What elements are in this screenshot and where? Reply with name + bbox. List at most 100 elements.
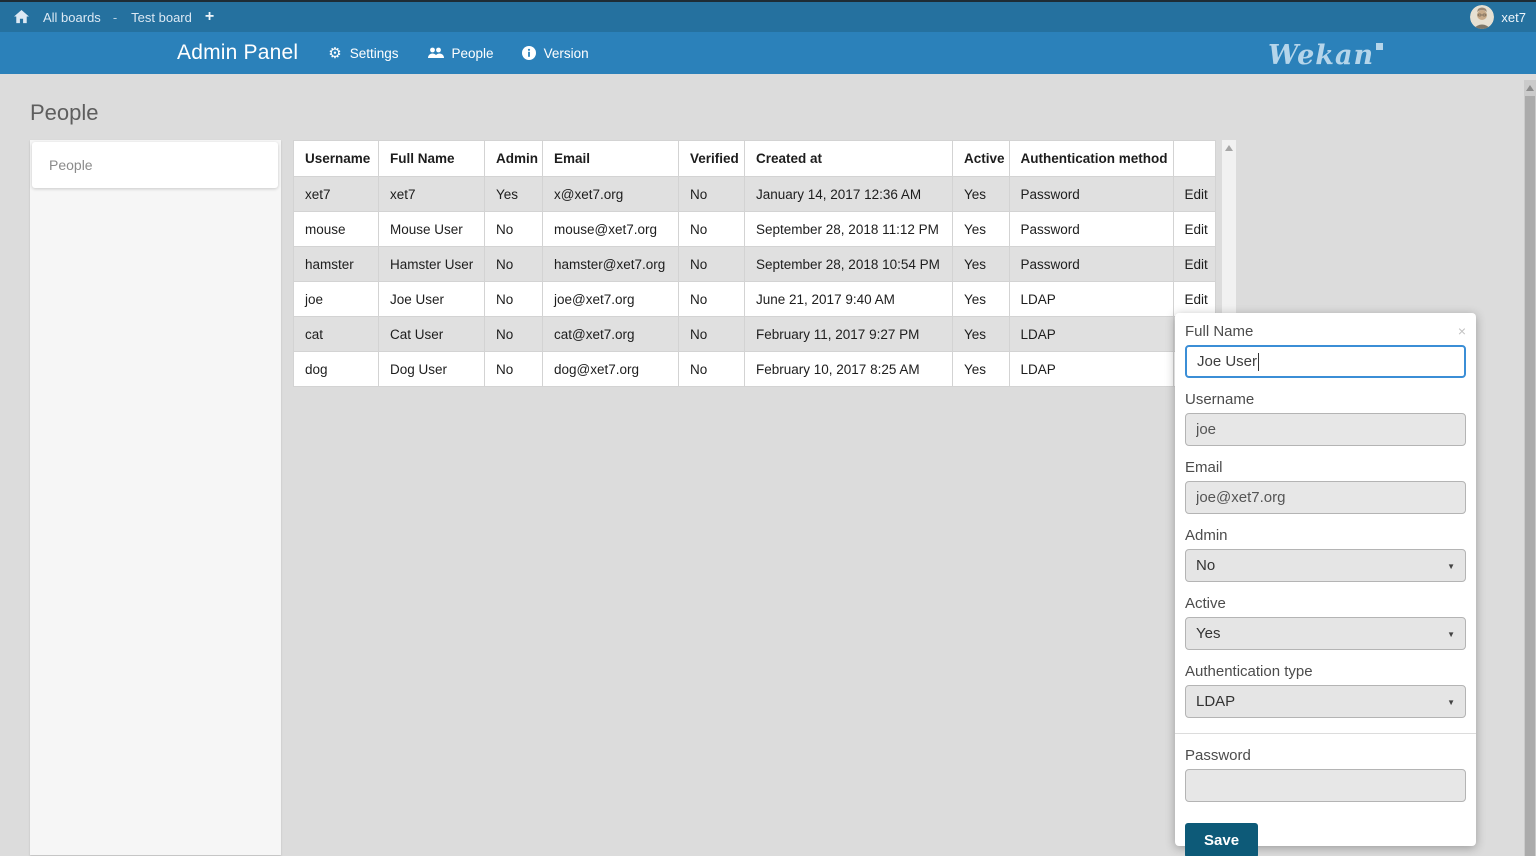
cell-auth: Password (1008, 211, 1174, 247)
column-header: Email (542, 140, 679, 177)
cell-created_at: June 21, 2017 9:40 AM (744, 281, 953, 317)
nav-settings[interactable]: ⚙ Settings (328, 43, 399, 62)
cell-verified: No (678, 281, 745, 317)
top-bar: All boards - Test board + xet7 (0, 0, 1536, 32)
people-table-wrap: Username Full Name Admin Email Verified Creat… (293, 140, 1216, 387)
table-row: dog Dog User No dog@xet7.org No February 10, … (293, 351, 1216, 387)
cell-auth: Password (1008, 176, 1174, 212)
gear-icon: ⚙ (328, 43, 342, 62)
password-field[interactable] (1185, 769, 1466, 802)
edit-user-link[interactable]: Edit (1172, 211, 1216, 247)
breadcrumb-all-boards[interactable]: All boards (43, 9, 101, 25)
admin-select[interactable]: No ▼ (1185, 549, 1466, 582)
cell-admin: No (484, 351, 543, 387)
edit-user-link[interactable]: Edit (1172, 281, 1216, 317)
edit-user-link[interactable]: Edit (1172, 246, 1216, 282)
cell-admin: No (484, 246, 543, 282)
username-label: Username (1185, 391, 1255, 408)
scroll-up-arrow-icon[interactable] (1225, 145, 1233, 151)
cell-username: joe (293, 281, 379, 317)
page-scrollbar[interactable] (1524, 80, 1536, 856)
column-header: Active (952, 140, 1010, 177)
cell-created_at: February 10, 2017 8:25 AM (744, 351, 953, 387)
table-row: hamster Hamster User No hamster@xet7.org No S… (293, 246, 1216, 282)
cell-auth: Password (1008, 246, 1174, 282)
chevron-down-icon: ▼ (1447, 698, 1455, 707)
info-icon (521, 46, 536, 60)
people-table: Username Full Name Admin Email Verified Creat… (293, 140, 1216, 387)
table-head: Username Full Name Admin Email Verified Creat… (293, 140, 1216, 177)
cell-full_name: Joe User (378, 281, 485, 317)
cell-auth: LDAP (1008, 281, 1174, 317)
full-name-value: Joe User (1197, 353, 1258, 370)
full-name-label: Full Name (1185, 323, 1254, 340)
save-button[interactable]: Save (1185, 823, 1259, 856)
cell-active: Yes (952, 281, 1010, 317)
add-board-icon[interactable]: + (204, 8, 215, 25)
full-name-field[interactable]: Joe User (1185, 345, 1466, 378)
close-icon[interactable]: × (1457, 323, 1466, 339)
cell-verified: No (678, 246, 745, 282)
auth-type-select[interactable]: LDAP ▼ (1185, 685, 1466, 718)
chevron-down-icon: ▼ (1447, 630, 1455, 639)
cell-auth: LDAP (1008, 316, 1174, 352)
cell-full_name: Mouse User (378, 211, 485, 247)
cell-username: cat (293, 316, 379, 352)
active-label: Active (1185, 595, 1226, 612)
cell-full_name: Hamster User (378, 246, 485, 282)
column-header: Verified (678, 140, 745, 177)
page-title: People (30, 100, 99, 125)
active-select-value: Yes (1196, 625, 1221, 642)
scroll-up-arrow-icon[interactable] (1526, 85, 1534, 91)
wekan-logo[interactable]: Wekan (1268, 40, 1384, 71)
cell-email: dog@xet7.org (542, 351, 679, 387)
column-header: Username (293, 140, 379, 177)
cell-verified: No (678, 351, 745, 387)
cell-active: Yes (952, 176, 1010, 212)
panel-divider (1175, 733, 1476, 734)
admin-nav: ⚙ Settings People Version (328, 43, 616, 62)
cell-username: dog (293, 351, 379, 387)
breadcrumb-board[interactable]: Test board (131, 9, 192, 25)
home-icon[interactable] (14, 10, 29, 24)
active-select[interactable]: Yes ▼ (1185, 617, 1466, 650)
content-area: People People Username Full Name Admin Emai… (0, 74, 1536, 856)
cell-admin: Yes (484, 176, 543, 212)
cell-active: Yes (952, 246, 1010, 282)
cell-email: cat@xet7.org (542, 316, 679, 352)
column-header: Authentication method (1008, 140, 1174, 177)
nav-settings-label: Settings (349, 45, 399, 61)
cell-active: Yes (952, 351, 1010, 387)
nav-version-label: Version (543, 45, 589, 61)
nav-version[interactable]: Version (521, 45, 589, 61)
edit-user-link[interactable]: Edit (1172, 176, 1216, 212)
table-row: joe Joe User No joe@xet7.org No June 21, 2017… (293, 281, 1216, 317)
admin-panel-title: Admin Panel (177, 41, 299, 64)
cell-admin: No (484, 281, 543, 317)
table-row: mouse Mouse User No mouse@xet7.org No Septemb… (293, 211, 1216, 247)
cell-created_at: September 28, 2018 10:54 PM (744, 246, 953, 282)
chevron-down-icon: ▼ (1447, 562, 1455, 571)
admin-sidebar: People (30, 140, 281, 855)
sidebar-item-label: People (49, 157, 93, 173)
admin-select-value: No (1196, 557, 1216, 574)
cell-created_at: January 14, 2017 12:36 AM (744, 176, 953, 212)
avatar[interactable] (1470, 5, 1495, 29)
scrollbar-thumb[interactable] (1525, 96, 1535, 856)
cell-email: hamster@xet7.org (542, 246, 679, 282)
wekan-logo-text: Wekan (1268, 40, 1375, 71)
header-row: Username Full Name Admin Email Verified Creat… (293, 140, 1216, 177)
column-header: Created at (744, 140, 953, 177)
cell-full_name: Dog User (378, 351, 485, 387)
admin-header: Admin Panel ⚙ Settings People (0, 32, 1536, 74)
cell-created_at: September 28, 2018 11:12 PM (744, 211, 953, 247)
cell-verified: No (678, 316, 745, 352)
sidebar-item-people[interactable]: People (32, 142, 278, 188)
nav-people[interactable]: People (427, 46, 494, 61)
cell-active: Yes (952, 316, 1010, 352)
auth-type-select-value: LDAP (1196, 693, 1236, 710)
username-field (1185, 413, 1466, 446)
email-field (1185, 481, 1466, 514)
wekan-logo-dot (1376, 43, 1384, 50)
cell-verified: No (678, 211, 745, 247)
